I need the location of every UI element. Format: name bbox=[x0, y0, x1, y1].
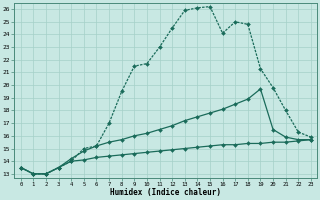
X-axis label: Humidex (Indice chaleur): Humidex (Indice chaleur) bbox=[110, 188, 221, 197]
